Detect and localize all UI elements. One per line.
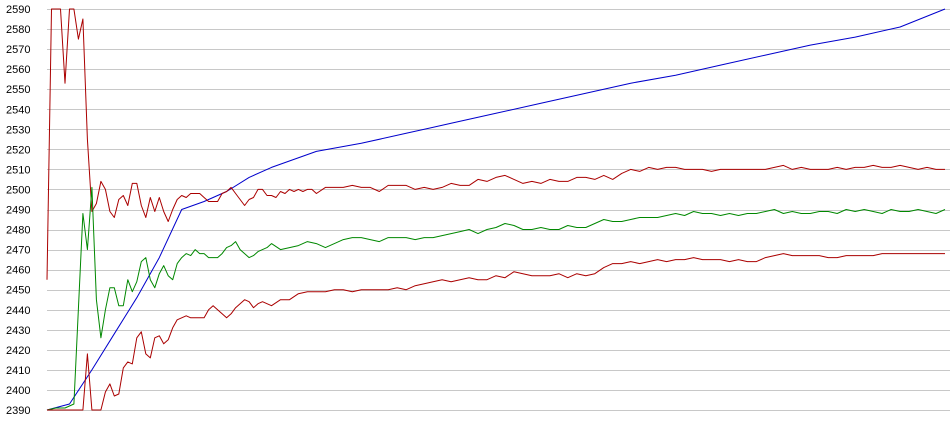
y-tick-label: 2510 [6,164,30,176]
y-tick-label: 2540 [6,104,30,116]
y-tick-label: 2410 [6,365,30,377]
y-tick-label: 2560 [6,64,30,76]
y-tick-label: 2440 [6,305,30,317]
y-tick-label: 2390 [6,405,30,417]
y-tick-label: 2590 [6,4,30,16]
grid-lines [47,9,950,411]
y-tick-label: 2520 [6,144,30,156]
y-tick-label: 2490 [6,205,30,217]
series-lines [46,8,946,411]
y-axis-tick-labels: 2390 2400 2410 2420 2430 2440 2450 2460 2470 2480… [6,4,30,417]
y-tick-label: 2530 [6,124,30,136]
series-line-4 [47,253,945,411]
y-tick-label: 2480 [6,225,30,237]
y-tick-label: 2400 [6,385,30,397]
y-tick-label: 2470 [6,245,30,257]
y-tick-label: 2450 [6,285,30,297]
y-tick-label: 2500 [6,184,30,196]
series-line-3 [46,186,946,411]
y-tick-label: 2550 [6,84,30,96]
series-line-1 [46,8,946,411]
y-tick-label: 2580 [6,24,30,36]
y-tick-label: 2570 [6,44,30,56]
y-tick-label: 2420 [6,345,30,357]
series-line-2 [46,8,945,280]
y-tick-label: 2430 [6,325,30,337]
y-tick-label: 2460 [6,265,30,277]
